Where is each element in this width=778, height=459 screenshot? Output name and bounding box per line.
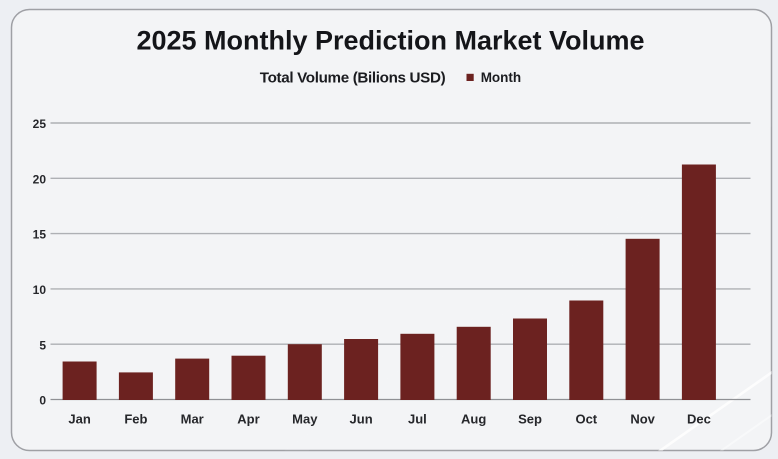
svg-text:Apr: Apr — [237, 412, 259, 427]
svg-text:20: 20 — [33, 172, 47, 186]
svg-text:10: 10 — [33, 283, 47, 297]
svg-text:5: 5 — [39, 338, 46, 352]
svg-text:May: May — [292, 412, 318, 427]
svg-text:Dec: Dec — [687, 412, 711, 427]
svg-text:0: 0 — [39, 394, 46, 408]
svg-text:Sep: Sep — [518, 412, 542, 427]
svg-text:Mar: Mar — [181, 412, 204, 427]
svg-text:2025 Monthly Prediction Market: 2025 Monthly Prediction Market Volume — [136, 26, 644, 56]
svg-text:Total Volume (Bilions USD): Total Volume (Bilions USD) — [260, 70, 446, 87]
svg-text:Jun: Jun — [350, 412, 373, 427]
svg-text:Month: Month — [481, 70, 521, 85]
svg-text:Nov: Nov — [630, 412, 655, 427]
svg-text:Jan: Jan — [68, 412, 90, 427]
svg-text:Feb: Feb — [124, 412, 147, 427]
svg-text:Jul: Jul — [408, 412, 427, 427]
svg-text:25: 25 — [33, 117, 47, 131]
svg-text:Oct: Oct — [575, 412, 597, 427]
svg-text:Aug: Aug — [461, 412, 486, 427]
svg-text:15: 15 — [33, 228, 47, 242]
